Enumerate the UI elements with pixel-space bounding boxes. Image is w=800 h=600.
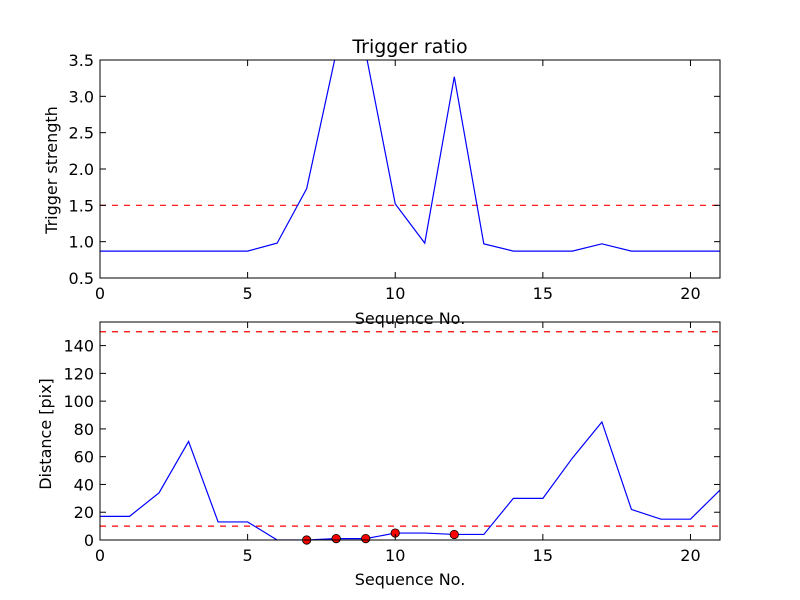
- y-axis-label: Distance [pix]: [36, 378, 55, 490]
- x-tick-label: 10: [385, 284, 405, 303]
- x-tick-label: 15: [533, 546, 553, 565]
- x-tick-label: 10: [385, 546, 405, 565]
- x-axis-label: Sequence No.: [355, 570, 466, 589]
- x-tick-label: 0: [95, 284, 105, 303]
- x-tick-label: 5: [243, 546, 253, 565]
- series-line-0: [100, 60, 720, 252]
- x-tick-label: 5: [243, 284, 253, 303]
- data-point-marker: [449, 529, 459, 540]
- x-tick-label: 15: [533, 284, 553, 303]
- plot-area: [100, 60, 720, 252]
- y-tick-label: 60: [74, 448, 94, 467]
- distance-chart: Sequence No. Distance [pix] 0 5 10 15 20 0 20 4…: [36, 321, 721, 589]
- x-tick-label: 0: [95, 546, 105, 565]
- y-tick-label: 1.5: [69, 196, 94, 215]
- y-tick-label: 0: [84, 531, 94, 550]
- y-axis-label: Trigger strength: [42, 106, 61, 235]
- y-tick-label: 3.5: [69, 51, 94, 70]
- y-tick-label: 120: [63, 364, 94, 383]
- y-tick-label: 2.0: [69, 160, 94, 179]
- data-point-marker: [361, 534, 371, 544]
- y-tick-label: 80: [74, 420, 94, 439]
- trigger-ratio-chart: Trigger ratio Sequence No. Trigger stren…: [42, 36, 721, 328]
- y-tick-label: 20: [74, 503, 94, 522]
- x-tick-label: 20: [680, 284, 700, 303]
- chart-title: Trigger ratio: [351, 36, 467, 58]
- x-tick-label: 20: [680, 546, 700, 565]
- series-line-0: [100, 420, 720, 540]
- y-tick-label: 140: [63, 337, 94, 356]
- plot-area: [100, 331, 720, 540]
- y-tick-label: 100: [63, 392, 94, 411]
- x-axis-label: Sequence No.: [355, 309, 466, 328]
- y-tick-label: 2.5: [69, 124, 94, 143]
- y-tick-label: 40: [74, 475, 94, 494]
- data-point-marker: [331, 534, 341, 544]
- plot-frame: [99, 321, 721, 541]
- y-tick-label: 0.5: [69, 269, 94, 288]
- y-tick-label: 1.0: [69, 233, 94, 252]
- y-tick-label: 3.0: [69, 87, 94, 106]
